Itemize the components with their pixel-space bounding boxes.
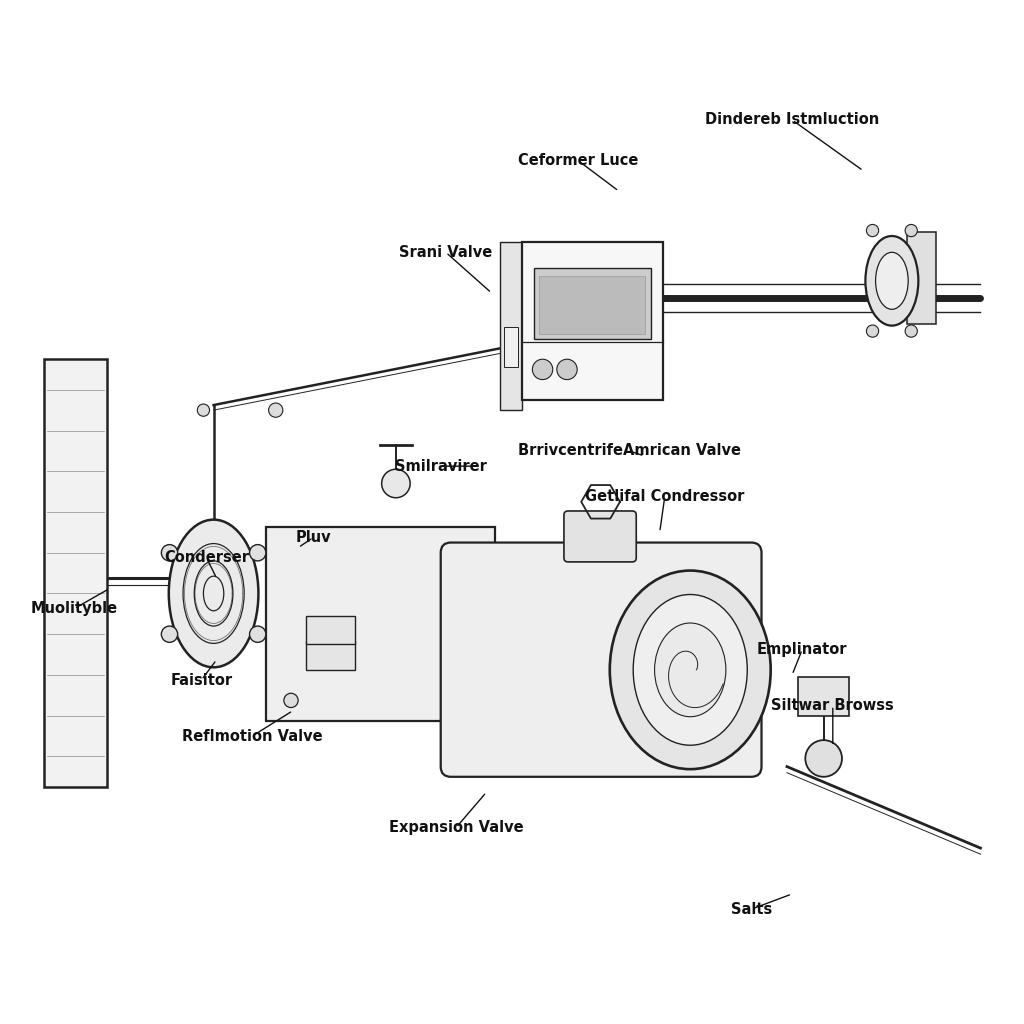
Bar: [306, 615, 355, 644]
Ellipse shape: [609, 570, 771, 769]
Ellipse shape: [876, 252, 908, 309]
Circle shape: [250, 626, 266, 642]
Circle shape: [162, 545, 177, 561]
Bar: [907, 231, 936, 324]
Bar: [798, 677, 849, 716]
Text: Muolityble: Muolityble: [31, 601, 118, 616]
Circle shape: [268, 403, 283, 418]
Text: Siltwar Browss: Siltwar Browss: [771, 698, 894, 713]
Bar: [306, 641, 355, 670]
Bar: [540, 275, 645, 334]
Text: Dindereb Istmluction: Dindereb Istmluction: [705, 113, 880, 127]
Circle shape: [250, 545, 266, 561]
Circle shape: [866, 224, 879, 237]
Text: Smilravirer: Smilravirer: [395, 459, 486, 474]
Circle shape: [866, 325, 879, 337]
Circle shape: [198, 404, 210, 417]
Text: Srani Valve: Srani Valve: [399, 245, 493, 260]
Text: Conderser: Conderser: [164, 550, 249, 565]
Circle shape: [805, 740, 842, 777]
FancyBboxPatch shape: [440, 543, 762, 777]
Bar: [504, 327, 518, 368]
Circle shape: [905, 224, 918, 237]
Bar: [500, 242, 522, 411]
Text: Emplinator: Emplinator: [757, 642, 848, 657]
Ellipse shape: [633, 595, 748, 745]
FancyBboxPatch shape: [564, 511, 636, 562]
Circle shape: [557, 359, 578, 380]
Text: Ceformer Luce: Ceformer Luce: [518, 154, 638, 168]
Circle shape: [532, 359, 553, 380]
Text: Expansion Valve: Expansion Valve: [389, 820, 523, 836]
Circle shape: [382, 469, 411, 498]
Text: Faisitor: Faisitor: [170, 673, 232, 687]
Ellipse shape: [654, 623, 726, 717]
Bar: [265, 527, 495, 721]
Bar: [535, 267, 650, 339]
Circle shape: [284, 693, 298, 708]
Text: Reflmotion Valve: Reflmotion Valve: [182, 728, 323, 743]
Bar: [43, 359, 106, 787]
Text: Pluv: Pluv: [296, 530, 331, 545]
Text: Salts: Salts: [731, 902, 772, 916]
Ellipse shape: [865, 236, 919, 326]
Ellipse shape: [169, 519, 258, 668]
Text: Getlifal Condressor: Getlifal Condressor: [585, 489, 744, 504]
Circle shape: [905, 325, 918, 337]
Circle shape: [162, 626, 177, 642]
Bar: [522, 242, 663, 400]
Text: BrrivcentrifeAmrican Valve: BrrivcentrifeAmrican Valve: [517, 443, 740, 459]
